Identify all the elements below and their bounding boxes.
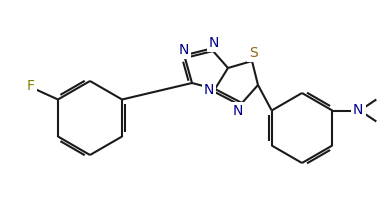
Text: N: N <box>353 104 364 118</box>
Text: F: F <box>27 79 35 94</box>
Text: N: N <box>179 43 189 57</box>
Text: N: N <box>233 104 243 118</box>
Text: N: N <box>204 83 214 97</box>
Text: S: S <box>249 46 257 60</box>
Text: N: N <box>209 36 219 50</box>
